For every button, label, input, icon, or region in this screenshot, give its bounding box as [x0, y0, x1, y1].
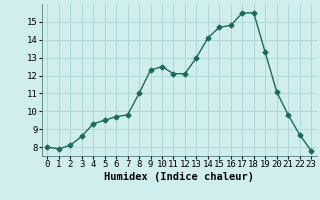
- X-axis label: Humidex (Indice chaleur): Humidex (Indice chaleur): [104, 172, 254, 182]
